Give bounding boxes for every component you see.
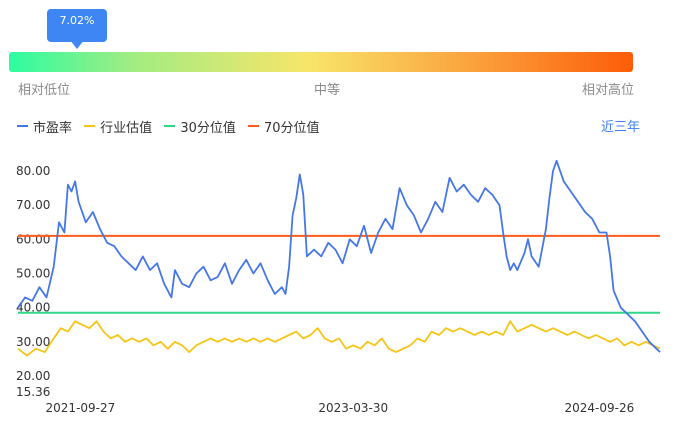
y-tick-label: 70.00	[16, 198, 50, 212]
scale-low-label: 相对低位	[18, 83, 71, 98]
x-tick-label: 2023-03-30	[318, 401, 388, 415]
y-tick-label: 50.00	[16, 267, 50, 281]
chart-legend: 市盈率 行业估值 30分位值 70分位值	[17, 116, 328, 136]
percentile-tooltip: 7.02%	[47, 9, 107, 42]
y-tick-label: 20.00	[16, 369, 50, 383]
legend-item-p70[interactable]: 70分位值	[248, 117, 320, 136]
time-range-selector[interactable]: 近三年	[600, 120, 640, 135]
legend-swatch-pe	[17, 125, 28, 127]
legend-item-pe[interactable]: 市盈率	[17, 117, 72, 136]
pe-series-line	[17, 159, 661, 353]
scale-mid-label: 中等	[314, 83, 341, 98]
legend-label-p30: 30分位值	[180, 120, 236, 136]
legend-swatch-p70	[248, 125, 259, 127]
tooltip-arrow-icon	[70, 40, 84, 49]
legend-swatch-industry	[84, 125, 96, 127]
legend-item-p30[interactable]: 30分位值	[164, 117, 236, 136]
legend-label-p70: 70分位值	[264, 120, 320, 136]
y-axis: 80.00 70.00 60.00 50.00 40.00 30.00 20.00 15.36	[16, 164, 50, 399]
x-tick-label: 2024-09-26	[564, 401, 634, 415]
x-tick-label: 2021-09-27	[46, 401, 116, 415]
pe-chart: 80.00 70.00 60.00 50.00 40.00 30.00 20.00 15.36…	[16, 159, 661, 415]
chart-lines	[17, 159, 661, 357]
percentile-gauge: 7.02% 相对低位 中等 相对高位	[0, 0, 686, 100]
y-tick-label: 60.00	[16, 232, 50, 246]
legend-label-industry: 行业估值	[100, 120, 153, 136]
legend-label-pe: 市盈率	[33, 120, 73, 136]
x-axis: 2021-09-27 2023-03-30 2024-09-26	[46, 401, 635, 415]
industry-series-line	[17, 320, 661, 357]
y-tick-label: 40.00	[16, 301, 50, 315]
y-tick-label: 15.36	[16, 385, 50, 399]
legend-swatch-p30	[164, 125, 176, 127]
percentile-gradient-bar	[9, 52, 633, 72]
percentile-value: 7.02%	[59, 14, 95, 27]
y-tick-label: 30.00	[16, 335, 50, 349]
y-tick-label: 80.00	[16, 164, 50, 178]
scale-high-label: 相对高位	[582, 83, 635, 98]
legend-item-industry[interactable]: 行业估值	[84, 117, 152, 136]
